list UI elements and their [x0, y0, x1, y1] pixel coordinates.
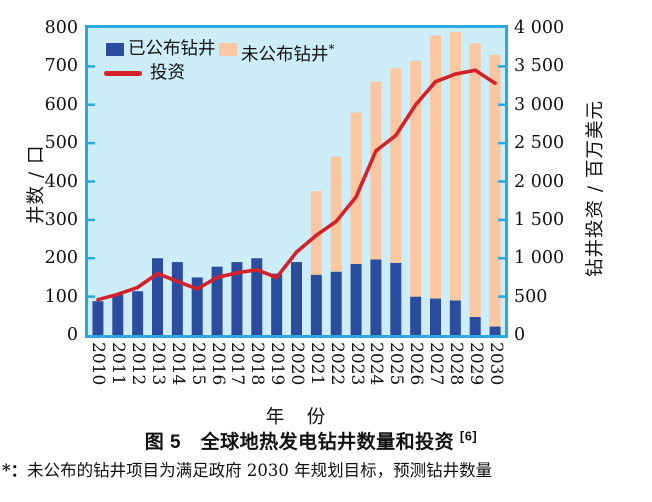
x-axis-tick-label: 2018 — [247, 342, 268, 386]
bar-announced-2018 — [251, 258, 263, 335]
bar-announced-2013 — [152, 258, 163, 335]
footnote-asterisk: *： — [2, 461, 28, 480]
bar-unannounced-2026 — [410, 60, 422, 297]
investment-line — [96, 68, 497, 302]
x-axis-tick-label: 2019 — [267, 342, 288, 386]
bar-announced-2027 — [430, 298, 441, 335]
x-axis-tick-label: 2027 — [426, 342, 446, 386]
legend-label-unannounced: 未公布钻井* — [241, 40, 335, 65]
x-axis-tick-label: 2022 — [326, 342, 347, 386]
x-axis-tick-label: 2029 — [465, 342, 486, 386]
left-axis-tick-label: 700 — [44, 56, 78, 77]
bar-announced-2026 — [410, 296, 422, 335]
figure-caption-reference: [6] — [459, 428, 478, 444]
left-axis-tick-label: 800 — [44, 18, 78, 38]
bar-announced-2015 — [191, 277, 203, 335]
bar-announced-2020 — [291, 262, 302, 335]
bar-unannounced-2028 — [449, 31, 461, 301]
right-axis-title: 钻井投资 / 百万美元 — [585, 100, 606, 277]
bar-unannounced-2030 — [489, 54, 501, 327]
left-axis-tick-label: 400 — [44, 171, 78, 192]
legend-label-announced: 已公布钻井 — [128, 40, 216, 59]
x-axis-tick-label: 2013 — [148, 342, 168, 386]
bar-announced-2025 — [390, 262, 402, 335]
left-axis-tick-label: 500 — [44, 133, 78, 154]
x-axis-tick-label: 2025 — [386, 342, 407, 386]
right-axis-tick-label: 4 000 — [514, 18, 565, 38]
right-axis-tick-label: 0 — [514, 325, 526, 345]
footnote-text: 未公布的钻井项目为满足政府 2030 年规划目标，预测钻井数量 — [27, 461, 493, 480]
bar-announced-2011 — [112, 294, 124, 335]
bar-unannounced-2024 — [370, 81, 382, 260]
right-axis-tick-label: 2 000 — [514, 171, 565, 192]
bar-announced-2023 — [350, 264, 362, 335]
right-axis-tick-label: 500 — [514, 286, 548, 307]
x-axis-tick-label: 2023 — [346, 342, 367, 386]
figure-caption: 图 5 全球地热发电钻井数量和投资 [6] — [0, 427, 622, 454]
bar-announced-2017 — [231, 262, 243, 335]
left-axis-tick-label: 0 — [66, 325, 78, 345]
bar-announced-2010 — [92, 301, 104, 335]
x-axis-tick-label: 2012 — [128, 342, 149, 386]
bar-unannounced-2021 — [310, 191, 322, 275]
legend-label-unannounced-text: 未公布钻井 — [241, 44, 329, 65]
plot-area — [85, 25, 508, 338]
legend-unannounced-asterisk: * — [328, 42, 335, 56]
right-axis-tick-label: 3 000 — [514, 94, 565, 115]
x-axis-tick-label: 2030 — [485, 342, 506, 386]
bar-unannounced-2027 — [430, 35, 441, 299]
figure-footnote: *：未公布的钻井项目为满足政府 2030 年规划目标，预测钻井数量 — [2, 457, 492, 481]
bar-announced-2022 — [330, 271, 342, 335]
bar-unannounced-2025 — [390, 68, 402, 263]
x-axis-tick-label: 2010 — [88, 342, 109, 386]
x-axis-tick-label: 2016 — [207, 342, 228, 386]
x-axis-tick-label: 2021 — [306, 342, 327, 386]
legend-label-announced-text: 已公布钻井 — [128, 39, 216, 59]
bar-announced-2021 — [310, 274, 322, 335]
bar-announced-2028 — [449, 300, 461, 335]
legend-swatch-announced-icon — [106, 43, 124, 56]
x-axis-tick-label: 2017 — [227, 342, 248, 386]
x-axis-tick-label: 2026 — [406, 342, 427, 386]
bar-announced-2030 — [489, 326, 501, 335]
chart-canvas — [88, 31, 505, 335]
bar-unannounced-2022 — [330, 156, 342, 272]
legend-swatch-unannounced-icon — [219, 43, 237, 56]
x-axis-tick-label: 2011 — [108, 342, 129, 386]
bar-unannounced-2023 — [350, 112, 362, 265]
right-axis-tick-label: 2 500 — [514, 133, 565, 154]
left-axis-tick-label: 600 — [44, 94, 78, 115]
bar-announced-2024 — [370, 259, 382, 335]
bar-unannounced-2029 — [469, 43, 481, 317]
bar-announced-2016 — [211, 266, 223, 335]
x-axis-tick-label: 2014 — [167, 342, 188, 386]
legend-label-investment-text: 投资 — [150, 63, 185, 83]
left-axis-tick-label: 300 — [44, 209, 78, 230]
legend-swatch-investment-line-icon — [104, 71, 142, 76]
x-axis-title: 年 份 — [265, 407, 328, 428]
legend-label-investment: 投资 — [150, 64, 185, 83]
bar-announced-2012 — [132, 291, 144, 335]
figure-caption-text: 图 5 全球地热发电钻井数量和投资 — [144, 432, 455, 453]
bar-announced-2014 — [171, 262, 183, 335]
x-axis-tick-label: 2028 — [445, 342, 466, 386]
right-axis-tick-label: 1 000 — [514, 248, 565, 269]
bar-announced-2029 — [469, 316, 481, 335]
left-axis-title: 井数 / 口 — [26, 144, 47, 225]
right-axis-tick-label: 3 500 — [514, 56, 565, 77]
x-axis-tick-label: 2015 — [187, 342, 208, 386]
left-axis-tick-label: 200 — [44, 248, 78, 269]
left-axis-tick-label: 100 — [44, 286, 78, 307]
bar-announced-2019 — [271, 273, 283, 335]
x-axis-tick-label: 2020 — [287, 342, 307, 386]
x-axis-tick-label: 2024 — [366, 342, 387, 386]
right-axis-tick-label: 1 500 — [514, 209, 565, 230]
